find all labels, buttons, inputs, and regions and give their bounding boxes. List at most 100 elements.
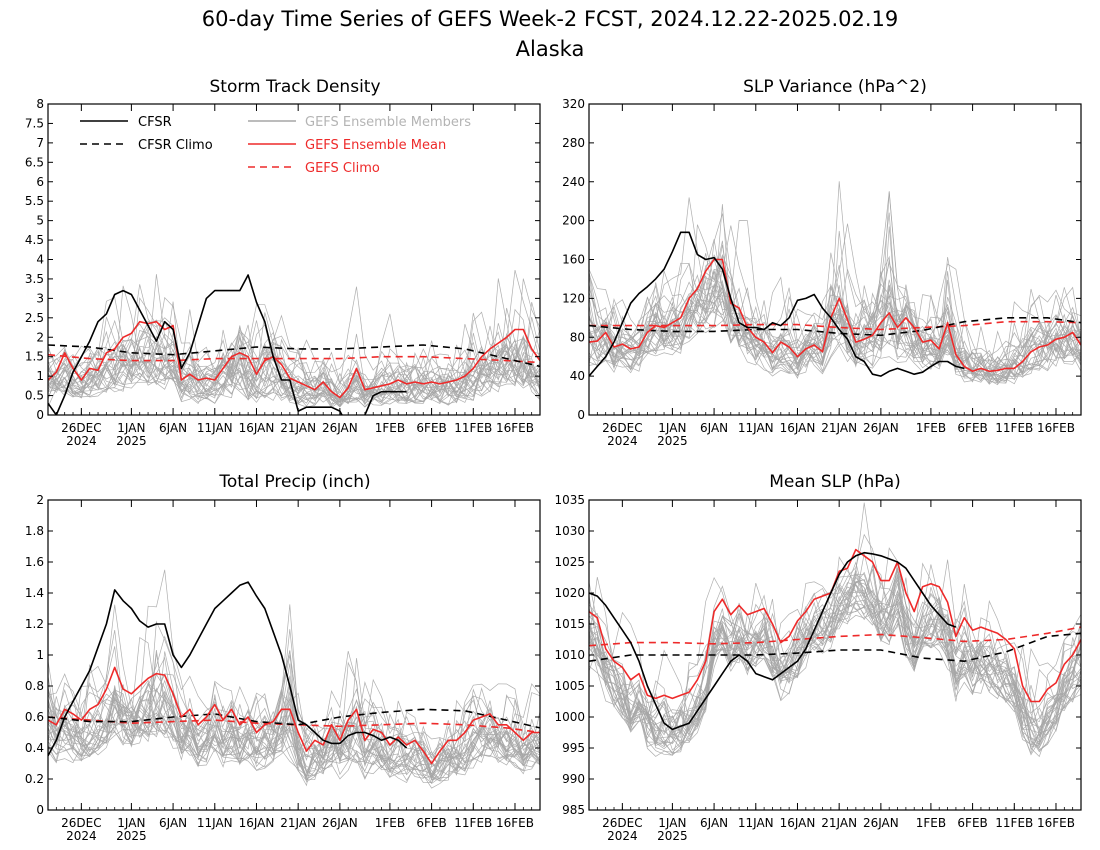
series-lines: [589, 231, 1081, 377]
y-tick-label: 160: [562, 253, 585, 267]
x-tick-year: 2024: [66, 829, 97, 843]
y-tick-label: 280: [562, 136, 585, 150]
ensemble-member-line: [48, 344, 540, 405]
ensemble-member-line: [589, 502, 1081, 746]
x-tick-label: 26DEC: [602, 421, 642, 435]
series-gefs-mean: [48, 320, 540, 399]
x-tick-label: 6JAN: [159, 816, 187, 830]
ensemble-member-line: [589, 253, 1081, 382]
x-tick-label: 11JAN: [738, 816, 774, 830]
x-tick-label: 26DEC: [61, 421, 101, 435]
x-tick-year: 2025: [657, 829, 688, 843]
x-tick-label: 26JAN: [322, 816, 358, 830]
ensemble-member-line: [589, 586, 1081, 745]
y-tick-label: 1.4: [25, 586, 44, 600]
ensemble-member-line: [48, 673, 540, 776]
x-tick-label: 11FEB: [454, 421, 492, 435]
y-tick-label: 0.4: [25, 741, 44, 755]
ensemble-member-line: [589, 181, 1081, 376]
x-tick-label: 21JAN: [821, 421, 857, 435]
ensemble-member-line: [48, 629, 540, 787]
y-tick-label: 7: [36, 136, 44, 150]
ensemble-member-line: [589, 256, 1081, 373]
x-tick-label: 6FEB: [957, 816, 987, 830]
y-tick-label: 40: [570, 369, 585, 383]
y-tick-label: 1035: [554, 493, 585, 507]
x-tick-label: 11FEB: [995, 421, 1033, 435]
ensemble-member-line: [589, 533, 1081, 743]
x-tick-label: 1JAN: [117, 816, 145, 830]
y-tick-label: 3.5: [25, 272, 44, 286]
x-tick-label: 1JAN: [658, 816, 686, 830]
series-cfsr: [48, 581, 408, 757]
y-tick-label: 1: [36, 648, 44, 662]
figure-title: 60-day Time Series of GEFS Week-2 FCST, …: [202, 7, 899, 31]
series-cfsr: [48, 274, 407, 415]
y-tick-label: 2: [36, 330, 44, 344]
y-tick-label: 1.8: [25, 524, 44, 538]
y-tick-label: 1010: [554, 648, 585, 662]
y-tick-label: 0.2: [25, 772, 44, 786]
ensemble-members: [589, 181, 1081, 386]
x-tick-year: 2024: [607, 434, 638, 448]
y-tick-label: 320: [562, 97, 585, 111]
y-tick-label: 990: [562, 772, 585, 786]
y-tick-label: 0: [36, 803, 44, 817]
ensemble-members: [589, 502, 1081, 758]
x-tick-label: 26JAN: [863, 421, 899, 435]
y-tick-label: 995: [562, 741, 585, 755]
x-tick-label: 11FEB: [454, 816, 492, 830]
x-tick-label: 26JAN: [863, 816, 899, 830]
ensemble-member-line: [589, 224, 1081, 373]
x-tick-label: 16JAN: [239, 421, 275, 435]
y-tick-label: 6.5: [25, 155, 44, 169]
x-tick-label: 6FEB: [957, 421, 987, 435]
x-tick-year: 2024: [66, 434, 97, 448]
y-tick-label: 1.2: [25, 617, 44, 631]
y-tick-label: 0.8: [25, 679, 44, 693]
y-tick-label: 1025: [554, 555, 585, 569]
x-tick-label: 26JAN: [322, 421, 358, 435]
ensemble-member-line: [589, 582, 1081, 743]
panel-total-precip: Total Precip (inch) 0 0.2 0.4 0.6 0.8 1 1.2 1.4…: [25, 472, 541, 843]
x-tick-label: 21JAN: [821, 816, 857, 830]
panel-title: Mean SLP (hPa): [769, 472, 901, 492]
ensemble-member-line: [589, 220, 1081, 382]
panel-title: Total Precip (inch): [218, 472, 370, 492]
legend: CFSR CFSR Climo GEFS Ensemble Members GE…: [80, 115, 471, 176]
legend-label-cfsr-climo: CFSR Climo: [138, 138, 213, 153]
y-tick-label: 4: [36, 253, 44, 267]
y-tick-label: 3: [36, 291, 44, 305]
ensemble-member-line: [48, 278, 540, 403]
ensemble-member-line: [48, 620, 540, 784]
x-tick-label: 11FEB: [995, 816, 1033, 830]
ensemble-member-line: [48, 297, 540, 404]
ensemble-member-line: [48, 656, 540, 779]
y-tick-label: 5.5: [25, 194, 44, 208]
ensemble-member-line: [48, 653, 540, 781]
y-tick-label: 2: [36, 493, 44, 507]
y-tick-label: 2.5: [25, 311, 44, 325]
y-tick-label: 4.5: [25, 233, 44, 247]
x-tick-label: 6JAN: [700, 421, 728, 435]
x-tick-label: 1FEB: [375, 421, 405, 435]
ensemble-member-line: [589, 281, 1081, 381]
x-tick-label: 16FEB: [1037, 816, 1075, 830]
ensemble-members: [48, 569, 540, 789]
y-tick-label: 0: [577, 408, 585, 422]
ensemble-member-line: [589, 571, 1081, 745]
series-gefs-mean: [589, 258, 1081, 373]
y-tick-label: 1000: [554, 710, 585, 724]
series-gefs-mean: [48, 666, 540, 765]
panel-title: Storm Track Density: [209, 77, 380, 97]
x-tick-label: 1FEB: [916, 421, 946, 435]
ensemble-member-line: [589, 592, 1081, 749]
ensemble-member-line: [589, 279, 1081, 382]
x-tick-label: 11JAN: [738, 421, 774, 435]
x-tick-label: 6FEB: [416, 816, 446, 830]
ensemble-member-line: [48, 689, 540, 777]
x-tick-label: 16JAN: [239, 816, 275, 830]
ensemble-member-line: [48, 635, 540, 782]
ensemble-member-line: [48, 696, 540, 779]
